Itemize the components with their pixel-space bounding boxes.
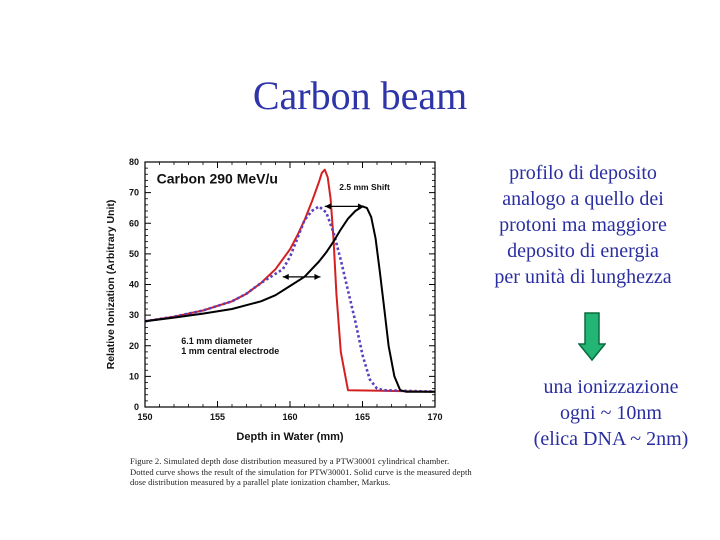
caption-line: dose distribution measured by a parallel… (130, 477, 391, 487)
series-line-1 (144, 205, 436, 393)
plot-frame (144, 161, 436, 408)
series-line-0 (144, 168, 436, 393)
caption-line: Figure 2. Simulated depth dose distribut… (130, 456, 450, 466)
diameter-label: 6.1 mm diameter (181, 336, 253, 346)
down-arrow-icon (578, 312, 606, 362)
shift-arrow-rise-head-left (282, 273, 289, 280)
x-tick-label: 170 (427, 412, 442, 422)
x-tick-label: 155 (210, 412, 225, 422)
y-tick-label: 0 (134, 402, 139, 412)
shift-label: 2.5 mm Shift (339, 182, 390, 192)
y-tick-label: 30 (129, 310, 139, 320)
side-note-line: protoni ma maggiore (499, 214, 667, 236)
ionization-note-line: (elica DNA ~ 2nm) (533, 428, 689, 450)
y-tick-label: 60 (129, 218, 139, 228)
depth-dose-chart: 150 155 160 165 170 0 10 20 30 40 50 60 70 80 Depth in… (105, 157, 443, 443)
electrode-label: 1 mm central electrode (181, 346, 279, 356)
y-tick-label: 10 (129, 371, 139, 381)
shift-arrow-peak-head-left (324, 203, 331, 210)
slide-title: Carbon beam (252, 73, 468, 118)
x-tick-label: 160 (282, 412, 297, 422)
x-tick-label: 150 (137, 412, 152, 422)
y-tick-label: 70 (129, 188, 139, 198)
y-tick-label: 80 (129, 157, 139, 167)
shift-arrow-rise-head-right (314, 273, 321, 280)
caption-line: Dotted curve shows the result of the sim… (130, 466, 472, 477)
y-tick-label: 50 (129, 249, 139, 259)
ionization-note-line: una ionizzazione (543, 376, 679, 398)
series-group (144, 168, 436, 393)
y-axis-label: Relative Ionization (Arbitrary Unit) (105, 200, 117, 370)
x-tick-label: 165 (355, 412, 370, 422)
side-note-line: analogo a quello dei (502, 188, 664, 210)
y-tick-label: 20 (129, 341, 139, 351)
annotation-group: Carbon 290 MeV/u 2.5 mm Shift 6.1 mm diame… (157, 170, 390, 356)
x-axis-label: Depth in Water (mm) (236, 431, 343, 443)
figure-caption: Figure 2. Simulated depth dose distribut… (130, 456, 526, 488)
side-note-line: deposito di energia (507, 240, 659, 262)
plot-area (144, 161, 436, 408)
chart-title: Carbon 290 MeV/u (157, 170, 278, 186)
side-note: profilo di deposito analogo a quello dei… (466, 160, 700, 290)
ionization-note-line: ogni ~ 10nm (560, 402, 662, 424)
side-note-line: per unità di lunghezza (494, 266, 672, 288)
y-tick-label: 40 (129, 280, 139, 290)
axis-ticks: 150 155 160 165 170 0 10 20 30 40 50 60 70 80 Depth in… (105, 157, 443, 443)
side-note-line: profilo di deposito (509, 162, 657, 184)
series-line-2 (144, 205, 435, 393)
ionization-note: una ionizzazione ogni ~ 10nm (elica DNA … (506, 374, 716, 452)
shift-arrow-peak-head-right (357, 203, 364, 210)
